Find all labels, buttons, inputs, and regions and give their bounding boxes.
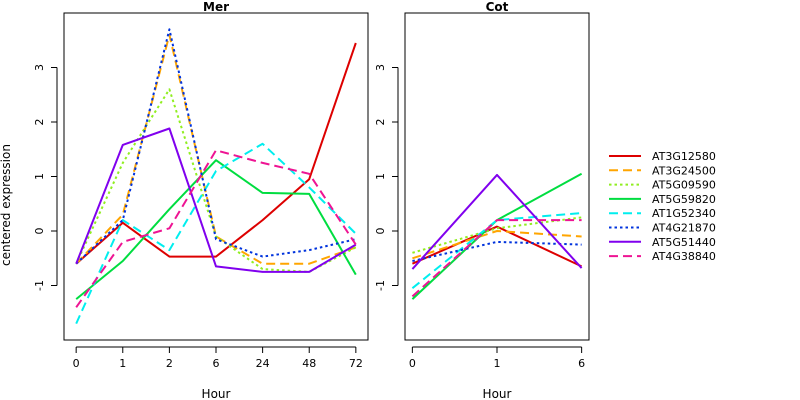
x-tick-label: 48 — [302, 357, 316, 370]
x-tick-label: 1 — [119, 357, 126, 370]
plot-frame — [404, 12, 590, 341]
y-tick-label: 2 — [33, 119, 46, 126]
legend-item: AT3G12580 — [609, 150, 716, 163]
series-lines — [75, 28, 357, 325]
y-tick-label: 0 — [374, 228, 387, 235]
series-at5g51440 — [75, 127, 357, 273]
x-tick-label: 1 — [494, 357, 501, 370]
legend-label: AT1G52340 — [652, 207, 716, 220]
legend-label: AT3G12580 — [652, 150, 716, 163]
panel-mer: Mer 0 1 2 6 24 48 72 Hour -1 0 1 2 3 — [33, 0, 369, 400]
y-tick-label: -1 — [33, 280, 46, 291]
series-at1g52340 — [75, 142, 357, 325]
x-tick-label: 0 — [73, 357, 80, 370]
series-at4g21870 — [412, 240, 582, 262]
x-tick-label: 24 — [256, 357, 270, 370]
legend-item: AT3G24500 — [609, 164, 716, 177]
x-axis-title: Hour — [483, 387, 512, 400]
y-tick-label: 1 — [374, 173, 387, 180]
y-tick-label: 0 — [33, 228, 46, 235]
legend-label: AT4G38840 — [652, 250, 716, 263]
series-at3g24500 — [412, 230, 582, 260]
y-tick-label: -1 — [374, 280, 387, 291]
legend-item: AT4G21870 — [609, 222, 716, 235]
y-tick-label: 2 — [374, 119, 387, 126]
series-at1g52340 — [411, 212, 582, 289]
series-lines — [411, 172, 583, 300]
x-tick-label: 72 — [349, 357, 363, 370]
y-tick-label: 1 — [33, 173, 46, 180]
panel-cot: Cot 0 1 6 Hour -1 0 1 2 3 — [374, 0, 590, 400]
series-at5g51440 — [411, 173, 583, 270]
x-tick-label: 2 — [166, 357, 173, 370]
legend-item: AT5G09590 — [609, 179, 716, 192]
legend-label: AT5G51440 — [652, 236, 716, 249]
x-tick-label: 0 — [409, 357, 416, 370]
series-at5g59820 — [75, 159, 357, 300]
legend-item: AT5G51440 — [609, 236, 716, 249]
series-at3g24500 — [75, 33, 357, 265]
series-at5g59820 — [411, 172, 583, 300]
legend-item: AT1G52340 — [609, 207, 716, 220]
x-tick-label: 6 — [213, 357, 220, 370]
panel-title: Cot — [486, 0, 509, 14]
panel-title: Mer — [203, 0, 229, 14]
legend-label: AT4G21870 — [652, 222, 716, 235]
x-axis-title: Hour — [202, 387, 231, 400]
series-at3g12580 — [75, 42, 357, 265]
x-tick-label: 6 — [578, 357, 585, 370]
legend-item: AT5G59820 — [609, 193, 716, 206]
legend-label: AT3G24500 — [652, 164, 716, 177]
legend-item: AT4G38840 — [609, 250, 716, 263]
series-at4g38840 — [411, 219, 582, 298]
chart-panels: Mer 0 1 2 6 24 48 72 Hour -1 0 1 2 3 Cot 0 1 6 Hour -1 0 1 2 3 — [33, 0, 590, 400]
y-axis-label: centered expression — [0, 144, 13, 266]
y-tick-label: 3 — [33, 64, 46, 71]
plot-frame — [63, 12, 369, 341]
y-tick-label: 3 — [374, 64, 387, 71]
series-at5g09590 — [75, 88, 357, 273]
legend-label: AT5G09590 — [652, 179, 716, 192]
series-at4g38840 — [75, 149, 357, 308]
legend-label: AT5G59820 — [652, 193, 716, 206]
series-at4g21870 — [75, 28, 357, 265]
series-at3g12580 — [411, 225, 583, 268]
